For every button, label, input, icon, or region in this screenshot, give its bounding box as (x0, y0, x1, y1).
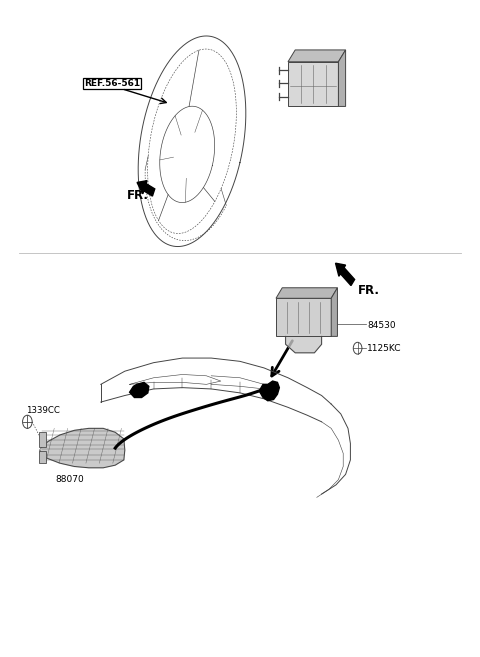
Polygon shape (276, 288, 337, 298)
Polygon shape (259, 381, 279, 401)
Text: FR.: FR. (127, 189, 149, 202)
Text: FR.: FR. (358, 284, 380, 297)
Polygon shape (338, 50, 346, 106)
Polygon shape (40, 428, 125, 468)
FancyArrow shape (137, 181, 155, 196)
Text: 1339CC: 1339CC (26, 406, 60, 415)
Text: 88070: 88070 (55, 475, 84, 484)
FancyBboxPatch shape (288, 62, 338, 106)
Text: REF.56-561: REF.56-561 (84, 79, 140, 88)
Text: 56900: 56900 (295, 53, 326, 63)
Polygon shape (288, 50, 346, 62)
Polygon shape (286, 336, 322, 353)
Polygon shape (130, 382, 149, 397)
FancyBboxPatch shape (276, 298, 331, 336)
Bar (39, 432, 46, 447)
Text: 1125KC: 1125KC (367, 344, 402, 353)
Polygon shape (331, 288, 337, 336)
FancyArrow shape (336, 263, 355, 286)
Bar (39, 451, 46, 463)
Text: 84530: 84530 (367, 321, 396, 330)
